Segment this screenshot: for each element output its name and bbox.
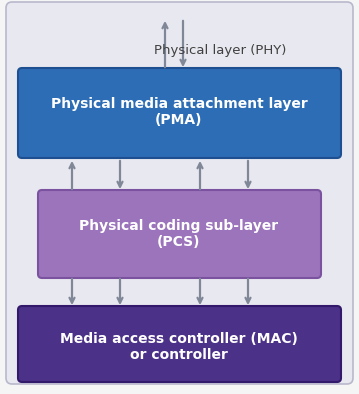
FancyBboxPatch shape <box>6 2 353 384</box>
FancyBboxPatch shape <box>18 68 341 158</box>
Text: Physical media attachment layer: Physical media attachment layer <box>51 97 307 111</box>
Text: Physical layer (PHY): Physical layer (PHY) <box>154 43 286 56</box>
Text: (PMA): (PMA) <box>155 113 203 127</box>
Text: Physical coding sub-layer: Physical coding sub-layer <box>79 219 279 233</box>
Text: or controller: or controller <box>130 348 228 362</box>
Text: Media access controller (MAC): Media access controller (MAC) <box>60 332 298 346</box>
FancyBboxPatch shape <box>18 306 341 382</box>
FancyBboxPatch shape <box>38 190 321 278</box>
Text: (PCS): (PCS) <box>157 235 201 249</box>
